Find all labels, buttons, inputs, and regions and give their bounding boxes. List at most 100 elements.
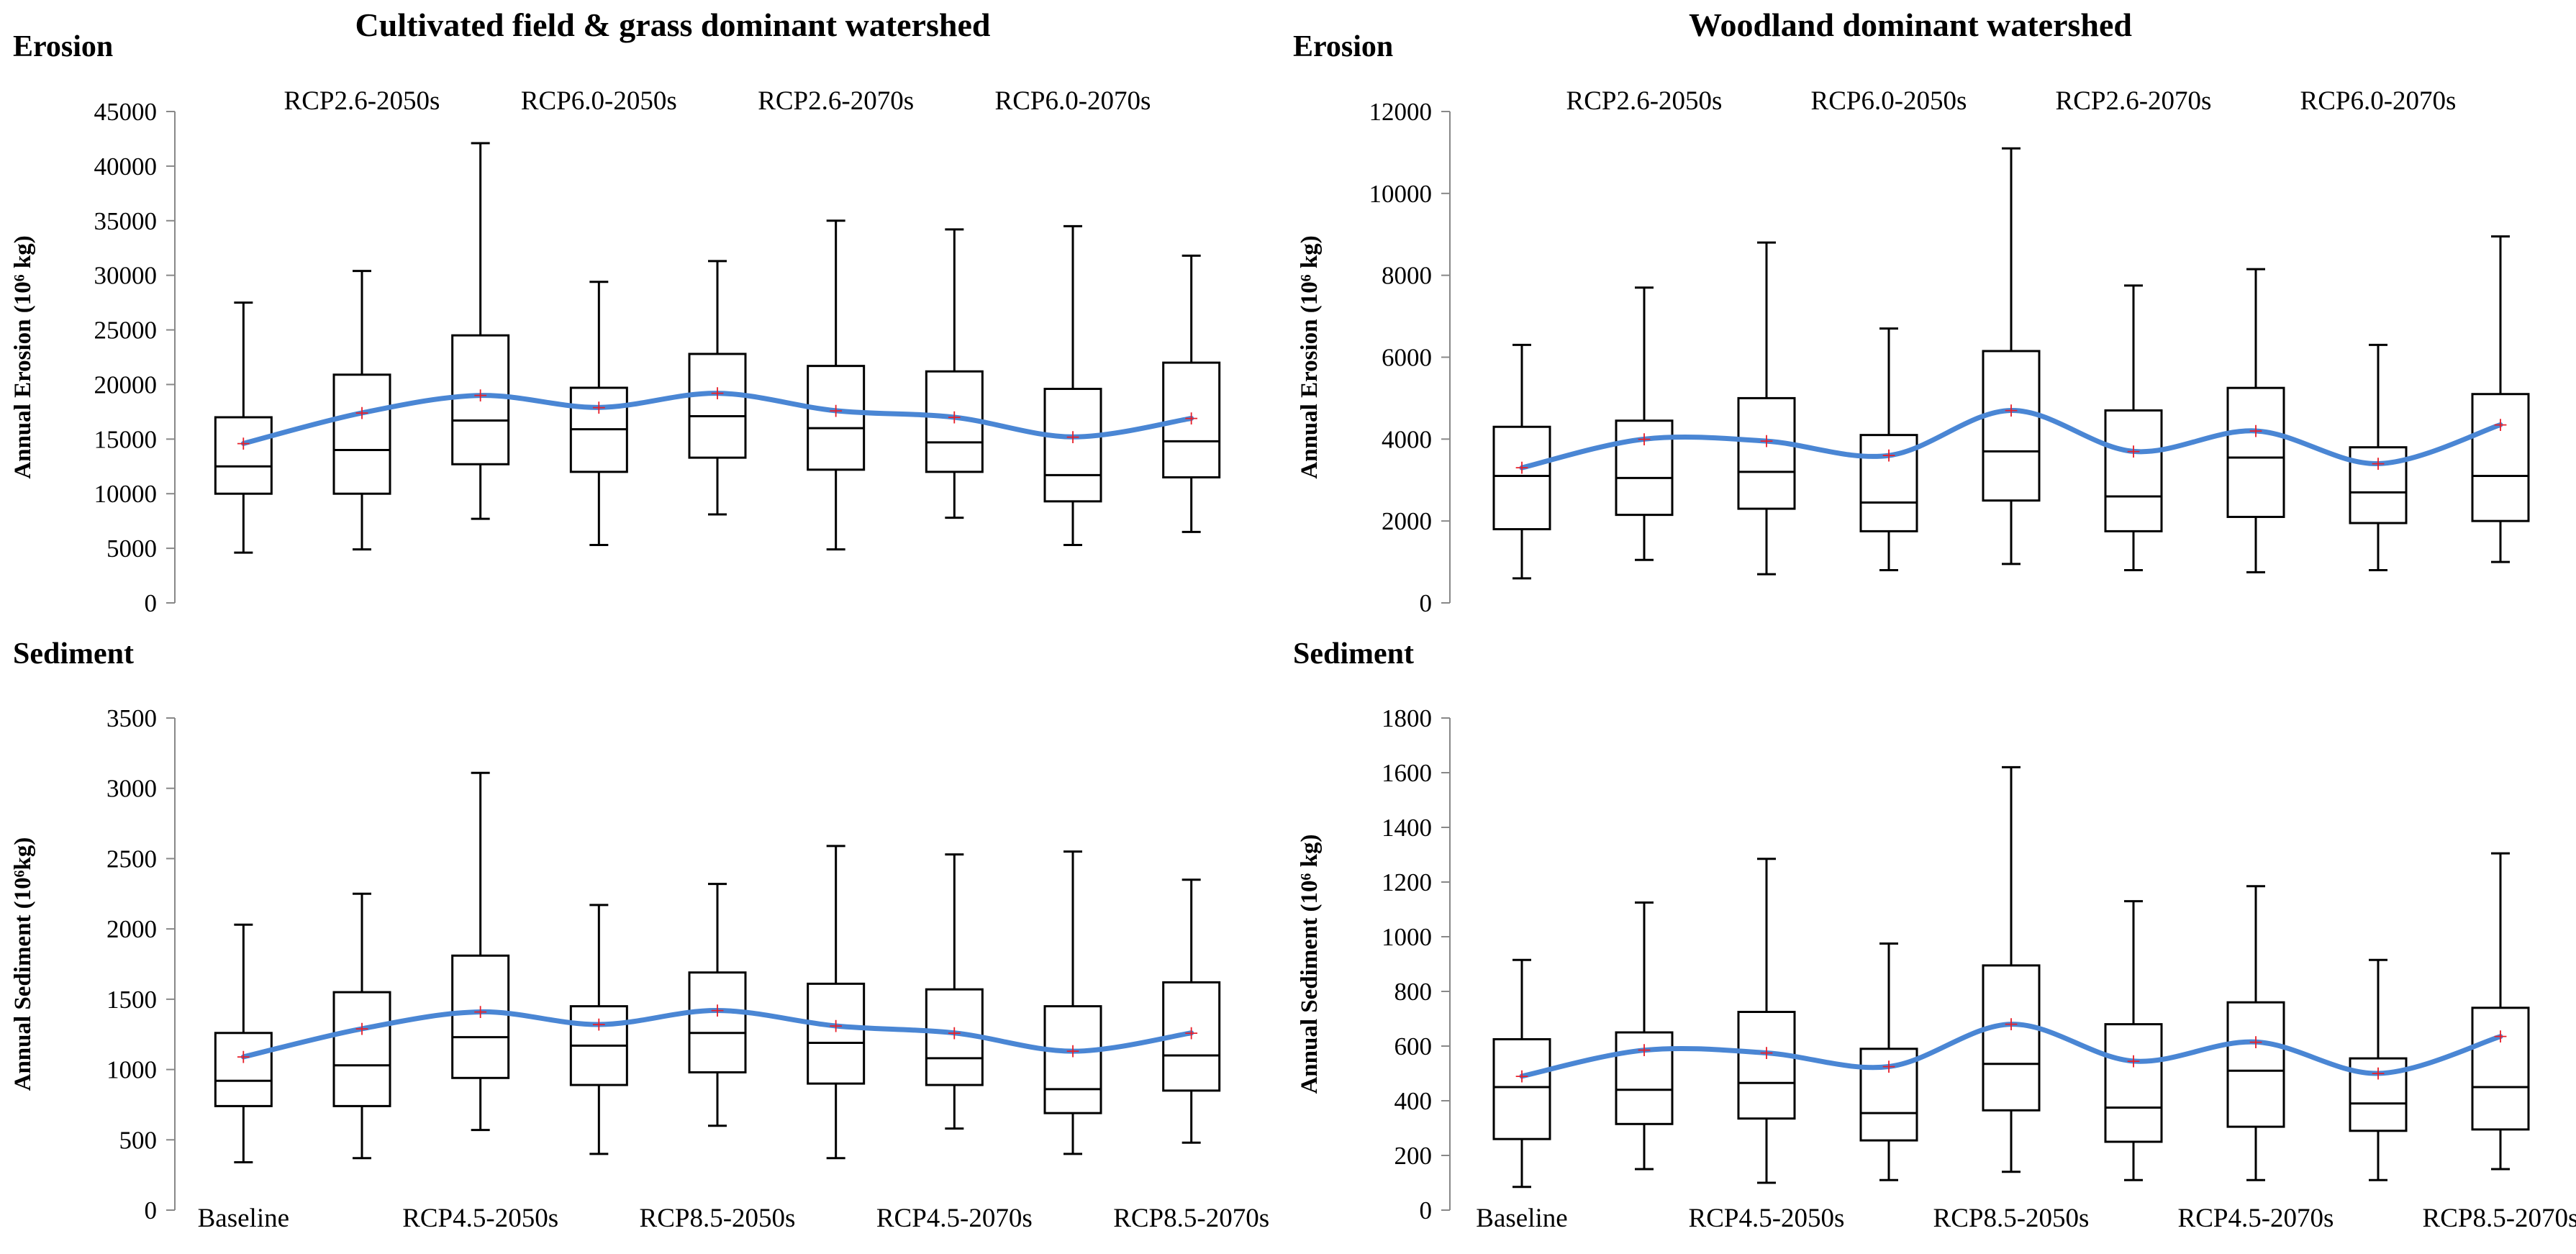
- right-sediment-chart: Sediment Annual Sediment (10⁶ kg) 0 200 400 6…: [1293, 637, 2576, 1233]
- category-label: RCP4.5-2050s: [402, 1204, 558, 1233]
- box-plot: [1859, 327, 1918, 571]
- box-plot: [569, 281, 628, 547]
- category-label: RCP4.5-2070s: [2178, 1204, 2334, 1233]
- y-tick-label: 0: [1420, 1196, 1433, 1225]
- category-label: RCP2.6-2050s: [284, 86, 440, 116]
- box-plot: [214, 301, 273, 554]
- mean-marker: +: [1637, 1036, 1651, 1065]
- y-tick-label: 6000: [1382, 344, 1432, 372]
- y-tick-label: 35000: [94, 207, 158, 235]
- box-plot: [1737, 241, 1796, 576]
- mean-marker: +: [473, 997, 488, 1026]
- mean-trend-line: [1519, 1022, 2503, 1079]
- box-plot: [1492, 958, 1551, 1189]
- interquartile-box: [1043, 388, 1102, 503]
- interquartile-box: [2471, 393, 2530, 522]
- mean-marker: +: [1184, 1019, 1199, 1048]
- mean-marker: +: [947, 403, 961, 432]
- box-plot: [925, 228, 984, 519]
- interquartile-box: [1737, 1011, 1796, 1120]
- category-label: Baseline: [1476, 1204, 1567, 1233]
- box-plot: [807, 845, 866, 1160]
- mean-marker: +: [2249, 1027, 2263, 1056]
- interquartile-box: [1043, 1005, 1102, 1114]
- box-plot: [1162, 254, 1221, 533]
- box-plot: [1982, 147, 2041, 565]
- y-tick-label: 25000: [94, 317, 158, 345]
- interquartile-box: [451, 954, 510, 1079]
- box-plot: [2471, 235, 2530, 563]
- interquartile-box: [1982, 350, 2041, 502]
- y-tick-label: 45000: [94, 98, 158, 126]
- interquartile-box: [1492, 425, 1551, 531]
- y-tick-label: 1200: [1382, 868, 1432, 896]
- interquartile-box: [2226, 386, 2285, 518]
- category-label: RCP8.5-2050s: [640, 1204, 796, 1233]
- category-label: RCP2.6-2050s: [1566, 86, 1723, 116]
- mean-marker: +: [2371, 449, 2385, 478]
- interquartile-box: [1492, 1038, 1551, 1140]
- box-plot: [1737, 858, 1796, 1184]
- y-tick-label: 1600: [1382, 759, 1432, 787]
- box-plot: [2226, 268, 2285, 573]
- interquartile-box: [2471, 1007, 2530, 1131]
- y-tick-label: 0: [145, 1196, 158, 1225]
- y-tick-label: 8000: [1382, 262, 1432, 290]
- interquartile-box: [214, 416, 273, 495]
- box-plot: [332, 892, 391, 1160]
- y-tick-label: 40000: [94, 153, 158, 181]
- y-tick-label: 2000: [1382, 507, 1432, 535]
- mean-marker: +: [2004, 1010, 2018, 1039]
- y-tick-label: 500: [119, 1126, 158, 1154]
- category-label: RCP8.5-2050s: [1933, 1204, 2090, 1233]
- mean-marker: +: [591, 393, 606, 422]
- category-label: RCP4.5-2050s: [1689, 1204, 1845, 1233]
- interquartile-box: [2104, 1023, 2163, 1143]
- mean-trend-line: [240, 391, 1194, 446]
- mean-marker: +: [710, 379, 725, 408]
- box-plot: [451, 771, 510, 1132]
- box-plot: [807, 219, 866, 551]
- mean-marker: +: [1515, 1062, 1529, 1091]
- y-tick-label: 15000: [94, 425, 158, 453]
- mean-marker: +: [2249, 417, 2263, 445]
- mean-marker: +: [473, 381, 488, 410]
- mean-marker: +: [1184, 404, 1199, 432]
- mean-marker: +: [355, 399, 369, 427]
- y-tick-label: 10000: [1369, 180, 1433, 208]
- mean-marker: +: [2493, 1022, 2508, 1051]
- category-label: RCP2.6-2070s: [758, 86, 914, 116]
- mean-marker: +: [1515, 453, 1529, 482]
- left-erosion-chart: Erosion Annual Erosion (10⁶ kg) 0 5000 10000…: [10, 30, 1221, 617]
- category-label: RCP8.5-2070s: [2423, 1204, 2576, 1233]
- mean-marker: +: [947, 1019, 961, 1048]
- interquartile-box: [1737, 396, 1796, 510]
- mean-marker: +: [1882, 1053, 1896, 1081]
- box-plot: [688, 883, 747, 1127]
- category-label: RCP6.0-2050s: [1811, 86, 1967, 116]
- interquartile-box: [451, 334, 510, 465]
- y-tick-label: 1400: [1382, 814, 1432, 842]
- panel-label: Erosion: [1293, 30, 1393, 63]
- y-tick-label: 400: [1394, 1087, 1433, 1115]
- interquartile-box: [807, 365, 866, 471]
- mean-trend-line: [240, 1007, 1194, 1060]
- box-plot: [1043, 224, 1102, 547]
- interquartile-box: [688, 353, 747, 459]
- panel-label: Sediment: [13, 637, 134, 671]
- y-tick-label: 1800: [1382, 704, 1432, 732]
- y-tick-label: 5000: [106, 535, 157, 563]
- category-label: RCP6.0-2050s: [521, 86, 677, 116]
- right-erosion-chart: Erosion Annual Erosion (10⁶ kg) 0 2000 4000 6…: [1293, 30, 2530, 617]
- panel-label: Sediment: [1293, 637, 1414, 671]
- y-tick-label: 800: [1394, 978, 1433, 1006]
- y-tick-label: 2000: [106, 915, 157, 943]
- interquartile-box: [807, 982, 866, 1085]
- y-tick-label: 2500: [106, 845, 157, 873]
- y-tick-label: 1500: [106, 986, 157, 1014]
- y-tick-label: 1000: [106, 1056, 157, 1084]
- box-plot: [1492, 343, 1551, 580]
- mean-marker: +: [829, 1012, 843, 1040]
- box-plot: [1982, 765, 2041, 1173]
